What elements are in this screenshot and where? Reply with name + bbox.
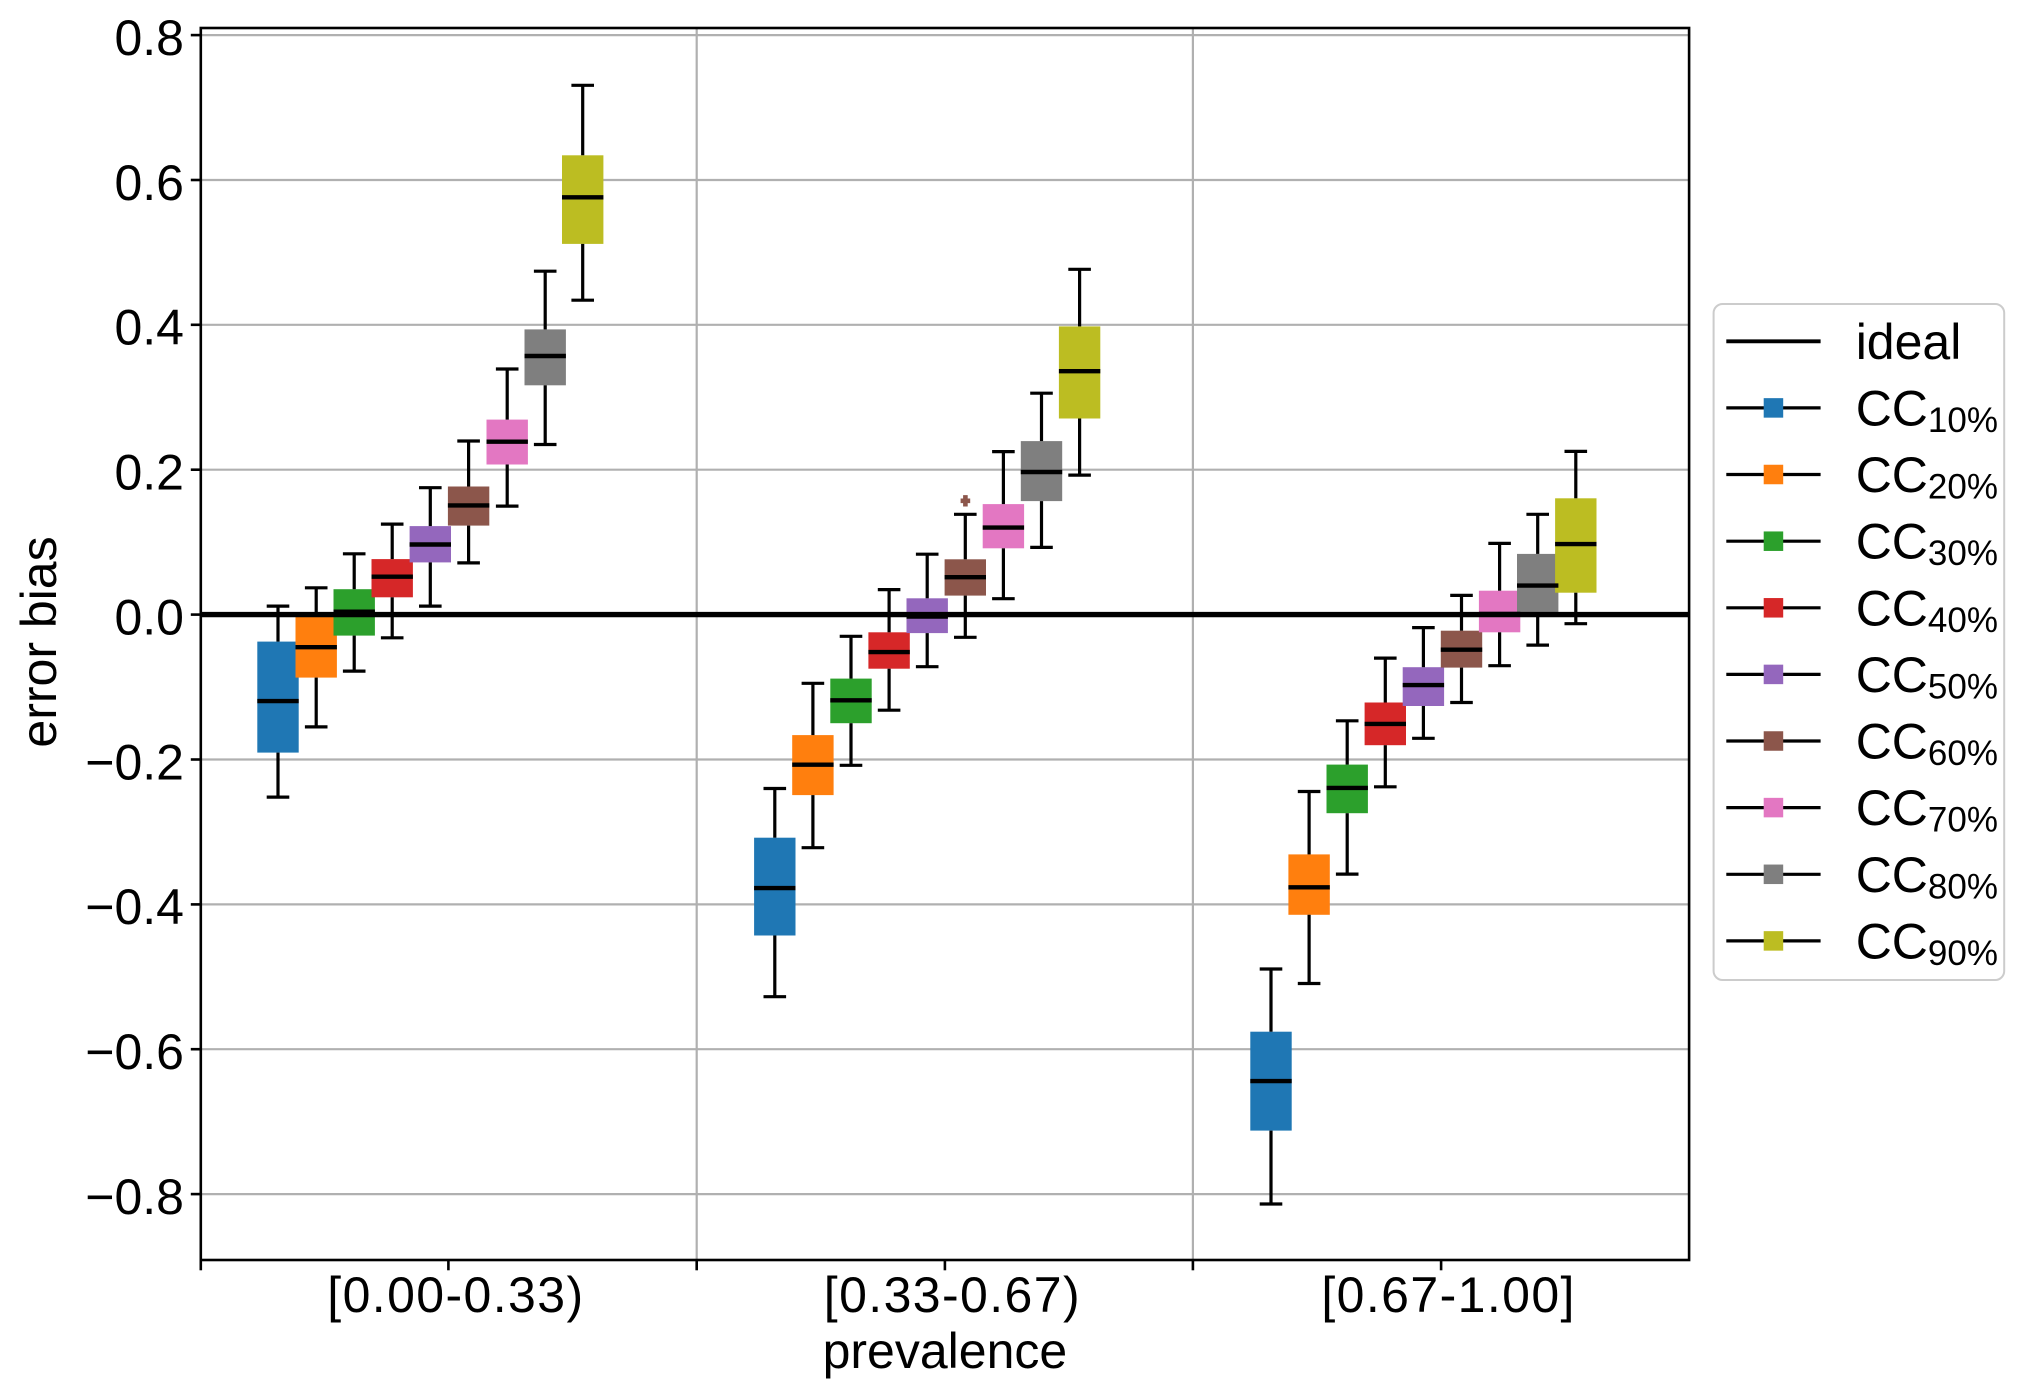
svg-text:CC90%: CC90%	[1856, 913, 1998, 973]
svg-text:CC30%: CC30%	[1856, 514, 1998, 574]
svg-text:−0.2: −0.2	[85, 734, 184, 790]
svg-text:−0.6: −0.6	[85, 1024, 184, 1080]
svg-text:CC20%: CC20%	[1856, 447, 1998, 507]
svg-text:0.2: 0.2	[114, 445, 184, 501]
svg-text:[0.67-1.00]: [0.67-1.00]	[1321, 1267, 1575, 1323]
svg-text:error bias: error bias	[11, 536, 67, 747]
svg-text:CC10%: CC10%	[1856, 380, 1998, 440]
svg-text:0.6: 0.6	[114, 155, 184, 211]
svg-text:0.8: 0.8	[114, 10, 184, 66]
svg-text:prevalence: prevalence	[823, 1323, 1068, 1379]
svg-text:[0.00-0.33): [0.00-0.33)	[327, 1267, 584, 1323]
svg-text:[0.33-0.67): [0.33-0.67)	[824, 1267, 1081, 1323]
svg-text:−0.8: −0.8	[85, 1169, 184, 1225]
svg-text:0.4: 0.4	[114, 300, 184, 356]
svg-text:−0.4: −0.4	[85, 879, 184, 935]
svg-text:ideal: ideal	[1856, 314, 1962, 370]
svg-text:0.0: 0.0	[114, 589, 184, 645]
